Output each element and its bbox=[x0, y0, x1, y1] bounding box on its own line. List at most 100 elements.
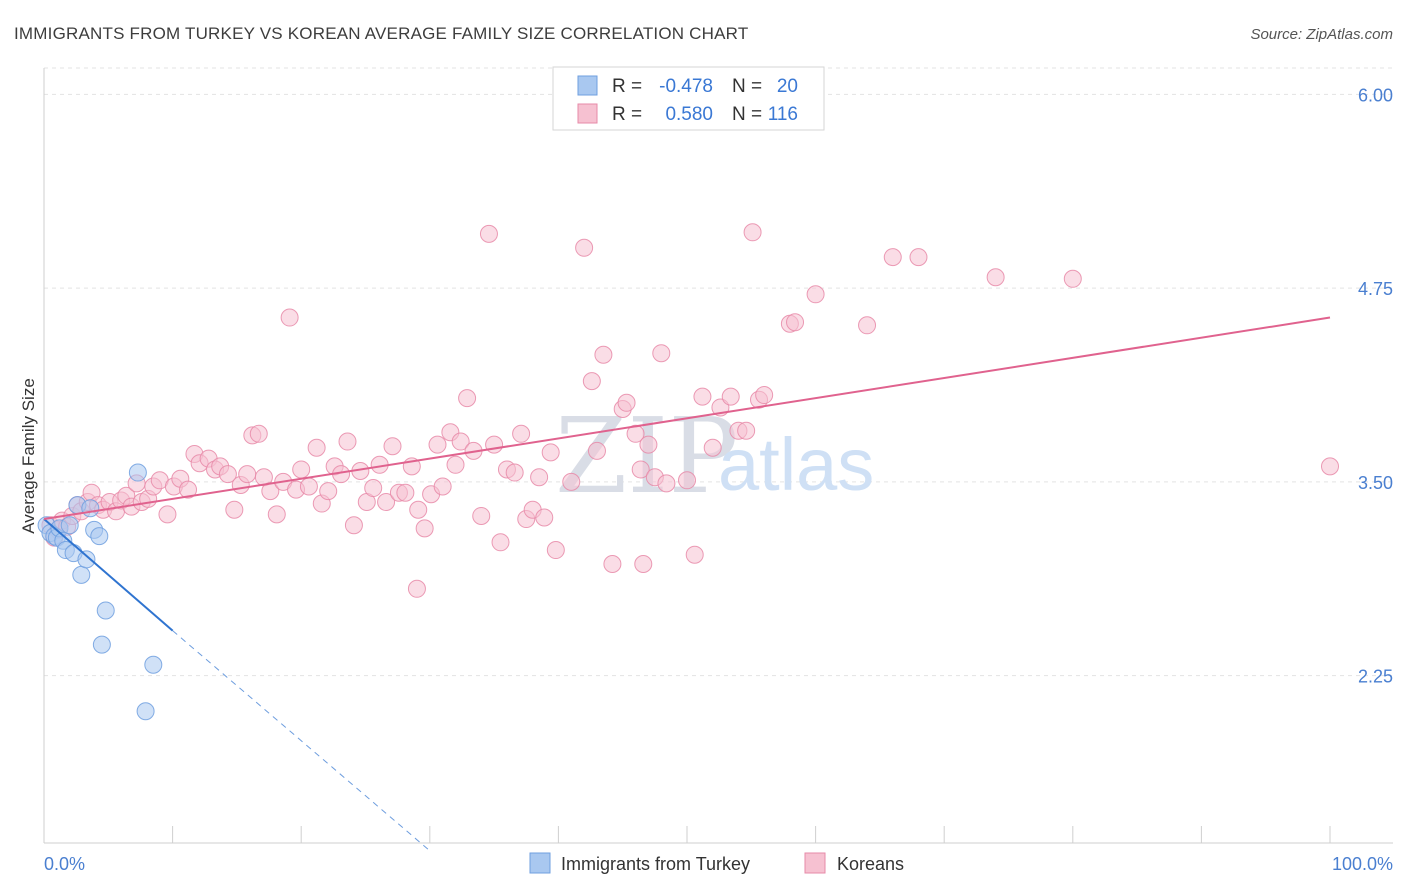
data-point-koreans bbox=[158, 505, 177, 524]
data-point-koreans bbox=[433, 477, 452, 496]
data-point-koreans bbox=[786, 313, 805, 332]
data-point-koreans bbox=[1321, 457, 1339, 476]
data-point-turkey bbox=[144, 655, 163, 674]
data-point-koreans bbox=[364, 479, 383, 498]
data-point-koreans bbox=[446, 455, 465, 474]
series-legend: Immigrants from Turkey Koreans bbox=[529, 852, 904, 874]
data-point-turkey bbox=[128, 463, 147, 482]
data-point-turkey bbox=[60, 516, 79, 535]
data-point-koreans bbox=[344, 516, 363, 535]
data-point-koreans bbox=[703, 438, 722, 457]
data-point-koreans bbox=[755, 386, 774, 405]
data-point-koreans bbox=[634, 555, 653, 573]
data-point-koreans bbox=[505, 463, 524, 482]
data-point-koreans bbox=[657, 474, 676, 493]
x-axis-ticks bbox=[43, 826, 1331, 843]
y-tick-labels: 2.25 3.50 4.75 6.00 bbox=[1358, 85, 1393, 686]
y-tick-label: 4.75 bbox=[1358, 279, 1393, 299]
data-point-koreans bbox=[883, 248, 902, 267]
stats-legend-box bbox=[552, 66, 825, 131]
data-point-koreans bbox=[267, 505, 286, 524]
data-point-koreans bbox=[249, 424, 268, 443]
data-point-koreans bbox=[743, 223, 762, 242]
data-point-koreans bbox=[535, 508, 554, 527]
chart-source: Source: ZipAtlas.com bbox=[1250, 26, 1393, 43]
trend-line-koreans bbox=[43, 316, 1331, 521]
data-point-koreans bbox=[179, 480, 198, 499]
data-point-koreans bbox=[685, 545, 704, 564]
data-point-turkey bbox=[77, 550, 96, 569]
data-point-koreans bbox=[377, 493, 396, 511]
data-point-koreans bbox=[383, 437, 402, 456]
stats-legend-n-label-turkey: N = bbox=[732, 76, 762, 97]
data-point-koreans bbox=[626, 424, 645, 443]
stats-legend-r-label-turkey: R = bbox=[612, 76, 642, 97]
data-point-koreans bbox=[415, 519, 434, 538]
data-point-koreans bbox=[594, 345, 613, 364]
series-legend-label-turkey: Immigrants from Turkey bbox=[561, 854, 750, 874]
stats-legend: R = -0.478 N = 20 R = 0.580 N = 116 bbox=[552, 66, 825, 131]
stats-legend-swatch-koreans bbox=[577, 103, 598, 124]
data-point-koreans bbox=[639, 435, 658, 454]
data-point-koreans bbox=[530, 468, 549, 487]
data-point-koreans bbox=[407, 579, 426, 598]
x-tick-label-right: 100.0% bbox=[1332, 854, 1393, 874]
data-point-koreans bbox=[299, 477, 318, 496]
y-tick-label: 6.00 bbox=[1358, 85, 1393, 105]
data-point-koreans bbox=[338, 432, 357, 451]
data-point-koreans bbox=[652, 344, 671, 363]
data-point-koreans bbox=[479, 224, 498, 243]
watermark: ZIP atlas bbox=[555, 395, 874, 517]
data-point-koreans bbox=[485, 435, 504, 454]
data-point-turkey bbox=[81, 499, 100, 518]
data-point-koreans bbox=[512, 424, 531, 443]
data-point-koreans bbox=[1063, 269, 1082, 288]
data-point-koreans bbox=[603, 555, 622, 573]
data-point-koreans bbox=[858, 316, 877, 335]
y-axis-label: Average Family Size bbox=[19, 378, 38, 534]
data-point-turkey bbox=[72, 565, 91, 584]
data-point-koreans bbox=[409, 500, 428, 519]
data-point-koreans bbox=[307, 438, 326, 457]
data-point-koreans bbox=[319, 482, 338, 501]
stats-legend-r-value-koreans: 0.580 bbox=[665, 104, 713, 125]
stats-legend-r-label-koreans: R = bbox=[612, 104, 642, 125]
stats-legend-n-label-koreans: N = bbox=[732, 104, 762, 125]
data-point-turkey bbox=[136, 702, 155, 721]
data-point-turkey bbox=[96, 601, 115, 620]
stats-legend-n-value-turkey: 20 bbox=[777, 76, 798, 97]
data-point-koreans bbox=[909, 248, 928, 267]
series-legend-swatch-turkey bbox=[529, 852, 551, 874]
y-tick-label: 2.25 bbox=[1358, 667, 1393, 687]
data-point-koreans bbox=[218, 465, 237, 484]
data-point-turkey bbox=[90, 527, 109, 546]
chart-title: IMMIGRANTS FROM TURKEY VS KOREAN AVERAGE… bbox=[14, 24, 748, 43]
data-point-turkey bbox=[92, 635, 111, 654]
data-point-koreans bbox=[986, 268, 1005, 287]
data-point-koreans bbox=[428, 435, 447, 454]
data-point-koreans bbox=[280, 308, 299, 327]
data-point-koreans bbox=[562, 472, 581, 491]
data-point-koreans bbox=[396, 483, 415, 502]
data-point-koreans bbox=[541, 443, 560, 462]
data-point-koreans bbox=[472, 506, 491, 525]
trend-line-turkey bbox=[43, 518, 174, 632]
data-point-koreans bbox=[451, 432, 470, 451]
series-legend-swatch-koreans bbox=[804, 852, 826, 874]
gridlines bbox=[44, 67, 1393, 677]
stats-legend-swatch-turkey bbox=[577, 75, 598, 96]
y-tick-label: 3.50 bbox=[1358, 473, 1393, 493]
data-point-koreans bbox=[546, 541, 565, 560]
data-point-koreans bbox=[491, 533, 510, 552]
data-point-koreans bbox=[617, 393, 636, 412]
trend-lines bbox=[43, 316, 1331, 852]
data-point-koreans bbox=[693, 387, 712, 406]
data-point-koreans bbox=[225, 500, 244, 519]
stats-legend-r-value-turkey: -0.478 bbox=[659, 76, 713, 97]
data-point-koreans bbox=[292, 460, 311, 479]
data-point-koreans bbox=[458, 389, 477, 408]
stats-legend-n-value-koreans: 116 bbox=[768, 104, 798, 125]
data-point-koreans bbox=[806, 285, 825, 304]
data-point-koreans bbox=[238, 465, 257, 484]
